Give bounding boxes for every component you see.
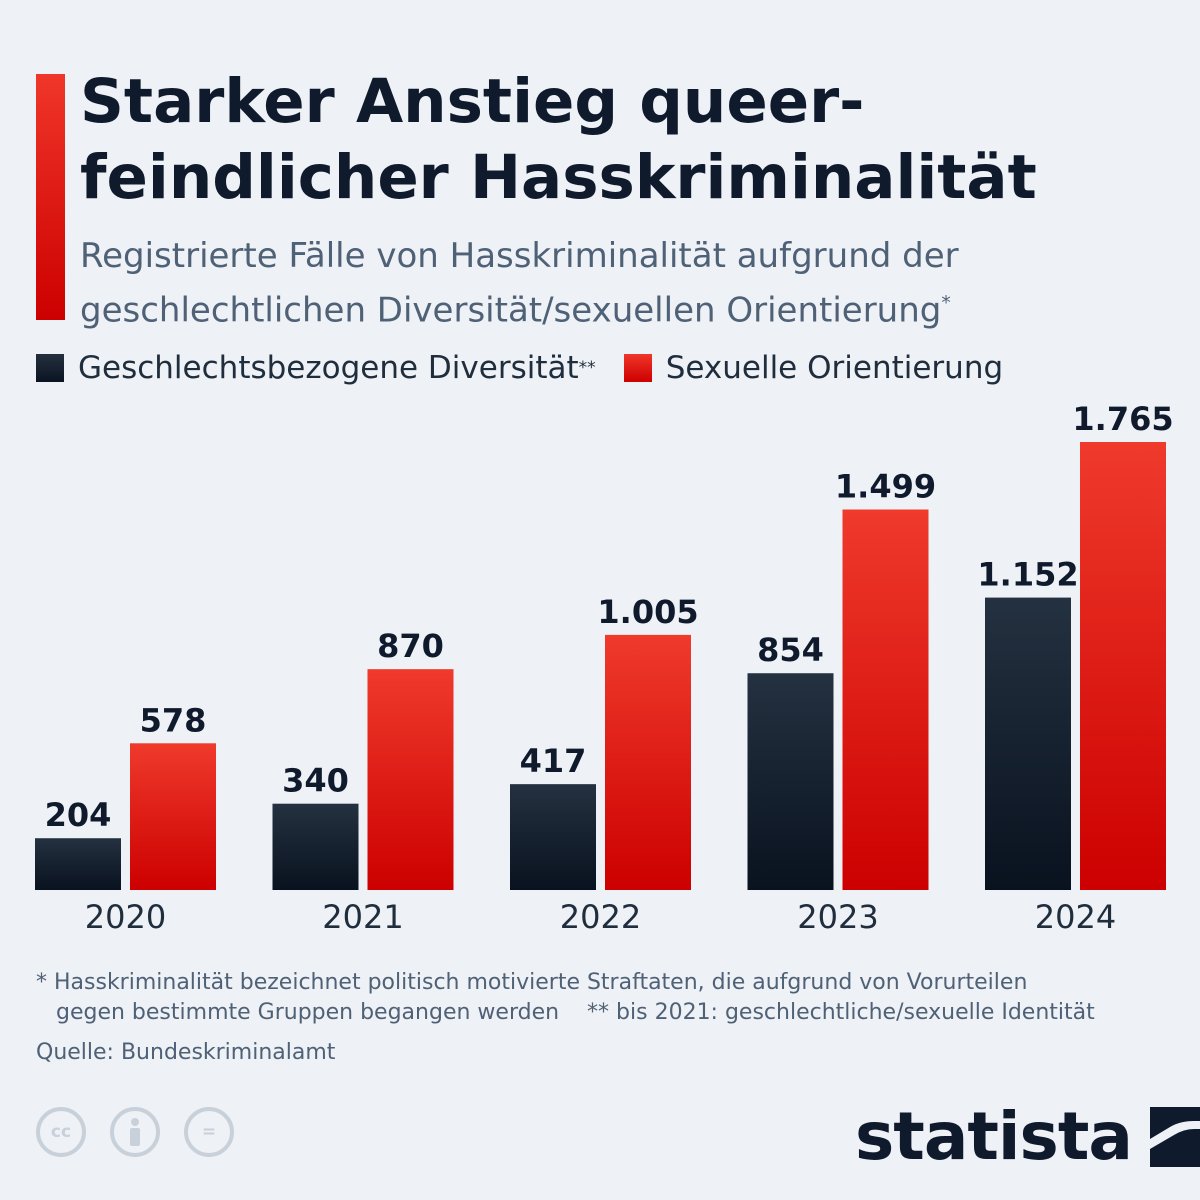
bar-sexual-orientation-2022 [605,634,691,890]
data-label-gender-diversity-2021: 340 [282,762,349,800]
data-label-gender-diversity-2024: 1.152 [977,556,1078,594]
data-label-sexual-orientation-2022: 1.005 [597,593,698,631]
bar-gender-diversity-2024 [985,597,1071,890]
brand-wordmark: statista [855,1098,1133,1175]
data-label-gender-diversity-2023: 854 [757,631,824,669]
cc-icon[interactable]: cc [36,1107,86,1157]
bar-gender-diversity-2020 [35,838,121,890]
footnote-line-2: gegen bestimmte Gruppen begangen werden *… [36,998,1166,1028]
subtitle-text: Registrierte Fälle von Hasskriminalität … [80,236,959,331]
chart-title: Starker Anstieg queer-feindlicher Hasskr… [80,66,1037,213]
legend-item-sexual-orientation: Sexuelle Orientierung [623,350,1004,386]
footnote-identity: ** bis 2021: geschlechtliche/sexuelle Id… [587,1000,1095,1025]
x-tick-label-2022: 2022 [560,898,641,936]
bar-gender-diversity-2023 [747,673,834,890]
footnote-line-2-text: gegen bestimmte Gruppen begangen werden [56,1000,560,1025]
bar-gender-diversity-2022 [510,784,596,890]
data-label-sexual-orientation-2023: 1.499 [835,468,936,506]
bar-sexual-orientation-2024 [1080,442,1166,890]
legend-swatch-dark [36,354,64,382]
person-icon[interactable] [110,1107,160,1157]
bar-sexual-orientation-2021 [367,669,454,890]
x-tick-label-2020: 2020 [85,898,166,936]
legend: Geschlechtsbezogene Diversität ** Sexuell… [36,346,1031,390]
bar-sexual-orientation-2023 [842,509,929,890]
chart-subtitle: Registrierte Fälle von Hasskriminalität … [80,232,1170,334]
subtitle-footnote-mark: * [941,293,951,314]
person-glyph [130,1118,140,1146]
statista-logo-icon [1149,1106,1200,1167]
x-tick-label-2021: 2021 [322,898,403,936]
legend-label-sexual-orientation: Sexuelle Orientierung [665,350,1004,386]
statista-logo[interactable]: statista [855,1098,1200,1175]
footnote: * Hasskriminalität bezeichnet politisch … [36,968,1166,1028]
x-tick-label-2023: 2023 [797,898,878,936]
bar-sexual-orientation-2020 [130,743,216,890]
bar-gender-diversity-2021 [272,803,359,890]
data-label-sexual-orientation-2021: 870 [377,627,444,665]
data-label-sexual-orientation-2024: 1.765 [1072,400,1173,438]
legend-item-gender-diversity: Geschlechtsbezogene Diversität ** [36,350,596,386]
source-note: Quelle: Bundeskriminalamt [36,1040,336,1065]
x-tick-label-2024: 2024 [1035,898,1116,936]
bar-chart: 204 578 2020 340 870 2021 417 1.005 2022 854 1.499… [35,400,1174,936]
data-label-gender-diversity-2022: 417 [520,742,587,780]
data-label-gender-diversity-2020: 204 [45,796,112,834]
legend-footnote-mark: ** [578,358,596,378]
data-label-sexual-orientation-2020: 578 [140,701,207,739]
equals-icon[interactable]: = [184,1107,234,1157]
footnote-line-1: * Hasskriminalität bezeichnet politisch … [36,970,1028,995]
license-icons: cc = [36,1107,258,1157]
bars-group: 204 578 2020 340 870 2021 417 1.005 2022 854 1.499… [35,400,1174,936]
title-accent-bar [36,74,65,320]
legend-label-gender-diversity: Geschlechtsbezogene Diversität [78,350,579,386]
equals-icon-text: = [201,1122,217,1142]
cc-icon-text: cc [50,1122,72,1142]
legend-swatch-red [623,354,652,382]
